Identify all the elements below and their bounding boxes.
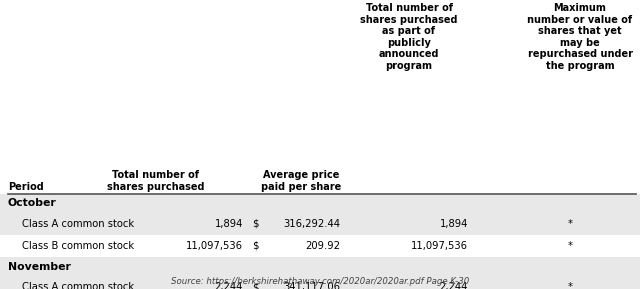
Text: 1,894: 1,894 [214, 219, 243, 229]
Text: 1,894: 1,894 [440, 219, 468, 229]
Text: 341,117.06: 341,117.06 [283, 282, 340, 289]
Text: Source: https://berkshirehathaway.com/2020ar/2020ar.pdf Page K-30: Source: https://berkshirehathaway.com/20… [171, 277, 469, 286]
Text: Total number of
shares purchased: Total number of shares purchased [107, 171, 204, 192]
Text: Period: Period [8, 182, 44, 192]
Bar [0, 276, 640, 289]
Text: $: $ [252, 219, 259, 229]
Bar [0, 235, 640, 257]
Bar [0, 194, 640, 213]
Text: Maximum
number or value of
shares that yet
may be
repurchased under
the program: Maximum number or value of shares that y… [527, 3, 632, 71]
Text: *: * [568, 282, 573, 289]
Text: 316,292.44: 316,292.44 [283, 219, 340, 229]
Text: $: $ [252, 241, 259, 251]
Text: Total number of
shares purchased
as part of
publicly
announced
program: Total number of shares purchased as part… [360, 3, 458, 71]
Text: 11,097,536: 11,097,536 [411, 241, 468, 251]
Text: 209.92: 209.92 [305, 241, 340, 251]
Text: October: October [8, 199, 57, 208]
Text: *: * [568, 241, 573, 251]
Text: 2,244: 2,244 [440, 282, 468, 289]
Bar [0, 257, 640, 276]
Text: Class A common stock: Class A common stock [22, 219, 134, 229]
Text: 11,097,536: 11,097,536 [186, 241, 243, 251]
Text: $: $ [252, 282, 259, 289]
Text: *: * [568, 219, 573, 229]
Text: 2,244: 2,244 [214, 282, 243, 289]
Text: Class A common stock: Class A common stock [22, 282, 134, 289]
Text: November: November [8, 262, 71, 271]
Text: Class B common stock: Class B common stock [22, 241, 134, 251]
Text: Average price
paid per share: Average price paid per share [261, 171, 341, 192]
Bar [0, 213, 640, 235]
